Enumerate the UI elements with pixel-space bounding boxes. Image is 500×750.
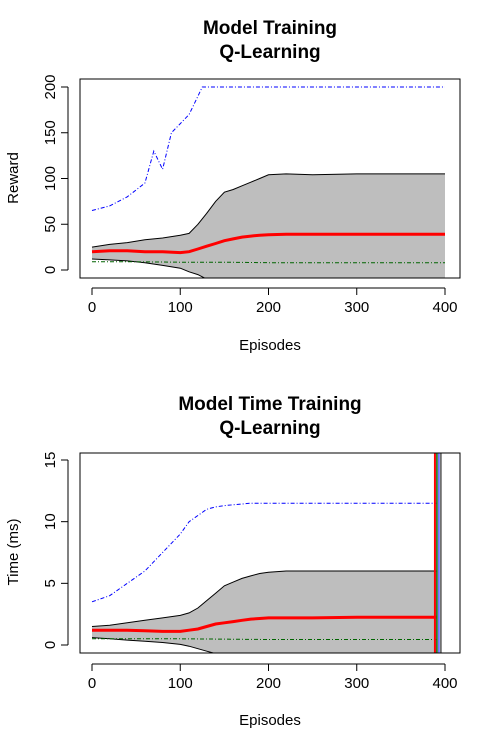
x-tick-label: 200 bbox=[256, 675, 281, 692]
y-tick-label: 200 bbox=[42, 74, 59, 99]
y-tick-label: 0 bbox=[42, 266, 59, 274]
x-tick-label: 100 bbox=[168, 299, 193, 316]
reward-plot-area bbox=[91, 86, 445, 278]
time-lower-line bbox=[91, 637, 216, 653]
x-axis-ticks bbox=[91, 664, 446, 671]
y-tick-label: 100 bbox=[42, 166, 59, 191]
chart-title: Model Time Training bbox=[178, 394, 361, 415]
reward-chart: Model Training Q-Learning 0 100 200 300 … bbox=[5, 18, 461, 354]
y-tick-label: 0 bbox=[42, 641, 59, 649]
y-axis-ticks bbox=[61, 459, 68, 646]
time-mean-line bbox=[92, 615, 437, 633]
time-plot-area bbox=[91, 453, 442, 653]
reward-mean-line bbox=[91, 232, 445, 255]
time-max-line bbox=[91, 502, 437, 603]
time-band bbox=[92, 571, 437, 653]
x-tick-label: 300 bbox=[344, 675, 369, 692]
reward-lower-line bbox=[91, 258, 206, 278]
x-tick-label: 100 bbox=[168, 675, 193, 692]
reward-max-line bbox=[91, 86, 445, 211]
reward-upper-line bbox=[91, 173, 445, 248]
y-axis-ticks bbox=[61, 86, 68, 271]
x-tick-label: 0 bbox=[88, 675, 96, 692]
x-tick-label: 200 bbox=[256, 299, 281, 316]
time-plot-frame bbox=[79, 452, 461, 654]
y-tick-label: 10 bbox=[42, 513, 59, 530]
y-axis-label: Reward bbox=[5, 152, 22, 204]
reward-min-line bbox=[92, 261, 445, 264]
x-tick-label: 400 bbox=[432, 675, 457, 692]
x-axis-ticks bbox=[91, 288, 446, 295]
x-tick-label: 300 bbox=[344, 299, 369, 316]
y-tick-label: 150 bbox=[42, 120, 59, 145]
chart-title: Model Training bbox=[203, 18, 337, 39]
y-tick-label: 5 bbox=[42, 579, 59, 587]
y-tick-label: 50 bbox=[42, 216, 59, 233]
time-chart: Model Time Training Q-Learning 0 100 200… bbox=[5, 394, 461, 729]
x-axis-label: Episodes bbox=[239, 337, 301, 354]
time-upper-line bbox=[91, 570, 437, 627]
time-end-marker bbox=[433, 453, 442, 653]
x-tick-label: 0 bbox=[88, 299, 96, 316]
time-min-line bbox=[92, 638, 437, 640]
chart-subtitle: Q-Learning bbox=[219, 418, 320, 439]
chart-subtitle: Q-Learning bbox=[219, 42, 320, 63]
x-axis-label: Episodes bbox=[239, 712, 301, 729]
y-tick-label: 15 bbox=[42, 452, 59, 469]
reward-plot-frame bbox=[79, 78, 461, 279]
x-tick-label: 400 bbox=[432, 299, 457, 316]
y-axis-label: Time (ms) bbox=[5, 519, 22, 586]
